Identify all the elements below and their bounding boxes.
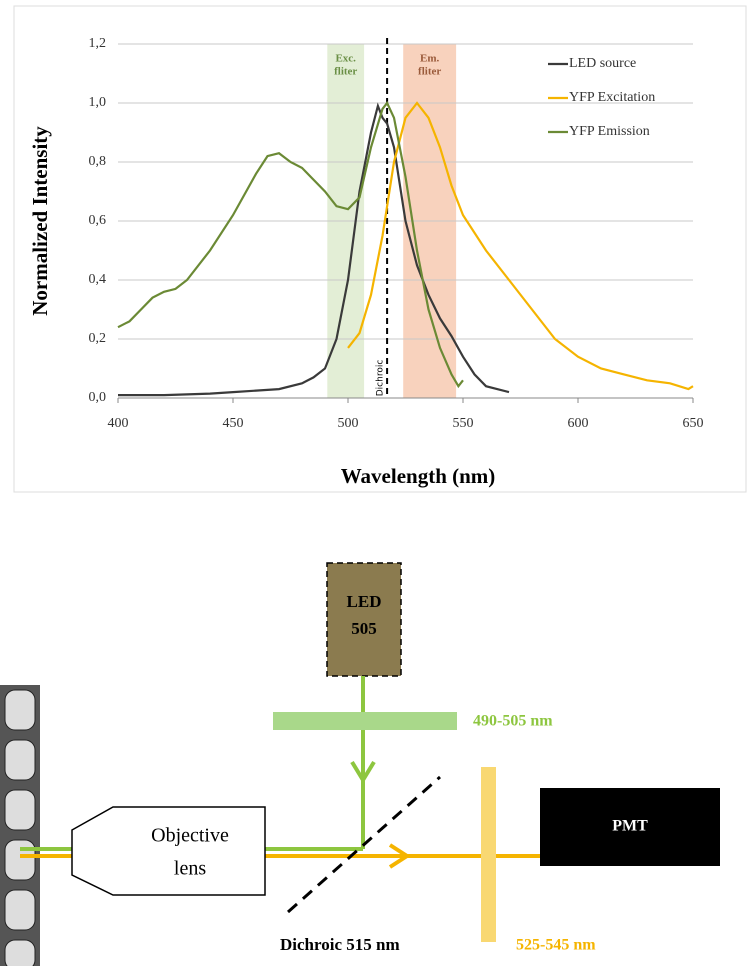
y-tick-label: 1,2 <box>89 36 107 51</box>
x-tick-label: 400 <box>108 416 129 431</box>
legend-label: LED source <box>569 56 636 71</box>
y-tick-label: 0,8 <box>89 154 107 169</box>
dichroic-mirror <box>287 775 441 914</box>
led-box <box>326 562 402 677</box>
emission-filter <box>481 767 496 942</box>
arrow <box>388 843 411 869</box>
y-tick-label: 1,0 <box>89 95 107 110</box>
series-line <box>117 100 464 389</box>
x-tick-label: 450 <box>223 416 244 431</box>
y-tick-label: 0,6 <box>89 213 107 228</box>
dichroic-label: Dichroic 515 nm <box>280 935 400 954</box>
legend-label: YFP Emission <box>569 124 650 139</box>
series-line <box>347 101 694 391</box>
x-tick-label: 650 <box>683 416 704 431</box>
led-label: LED <box>347 592 382 611</box>
legend-label: YFP Excitation <box>569 90 655 105</box>
emission-filter-label: 525-545 nm <box>516 937 596 954</box>
led-label: 505 <box>351 619 377 638</box>
x-tick-label: 600 <box>568 416 589 431</box>
band-label: Exc. <box>335 53 356 65</box>
objective-lens <box>71 806 266 896</box>
diagram: LED 505 490-505 nm Dichroic 515 nm 525-5… <box>0 562 720 966</box>
x-tick-label: 500 <box>338 416 359 431</box>
excitation-filter-label: 490-505 nm <box>473 713 553 730</box>
pmt-label: PMT <box>612 818 648 835</box>
band-label: fliter <box>334 66 357 78</box>
y-tick-label: 0,4 <box>89 272 107 287</box>
objective-label: Objective <box>151 825 229 847</box>
objective-label: lens <box>174 858 206 880</box>
x-tick-label: 550 <box>453 416 474 431</box>
series-line <box>118 102 510 397</box>
dichroic-annotation: Dichroic <box>376 360 386 397</box>
band-label: fliter <box>418 66 441 78</box>
y-tick-label: 0,0 <box>89 390 107 405</box>
pmt-box <box>540 788 720 866</box>
band-label: Em. <box>420 53 440 65</box>
excitation-filter <box>273 712 457 730</box>
arrow <box>350 760 376 784</box>
chart: Exc.fliterEm.fliter0,00,20,40,60,81,01,2… <box>28 36 704 488</box>
x-axis-label: Wavelength (nm) <box>341 464 496 488</box>
y-axis-label: Normalized Intensity <box>28 126 52 316</box>
y-tick-label: 0,2 <box>89 331 107 346</box>
